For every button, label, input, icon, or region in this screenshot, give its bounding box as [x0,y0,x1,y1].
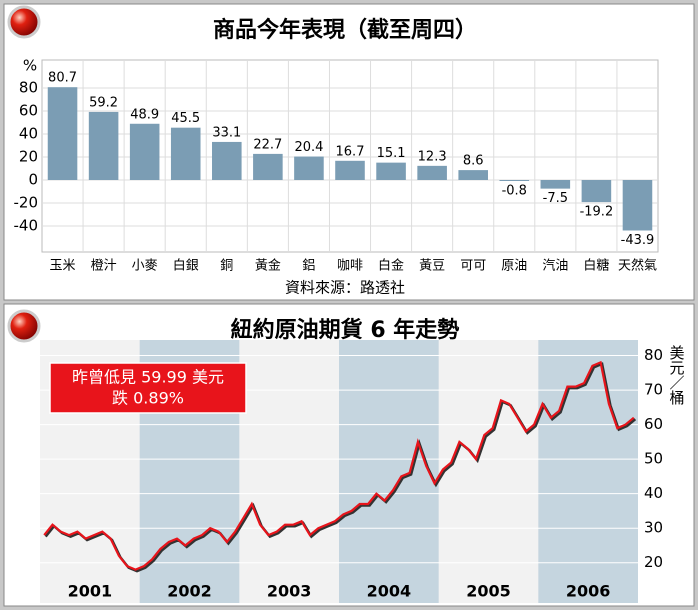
x-tick-label: 小麥 [132,258,158,274]
x-tick-label: 原油 [501,259,527,274]
bar [540,180,571,189]
x-tick-label: 可可 [460,259,486,274]
x-tick-label: 2004 [367,582,412,601]
bar [376,162,406,180]
y-tick-label: 20 [19,148,38,166]
data-label: 33.1 [212,125,241,140]
bar [335,160,365,180]
data-label: 80.7 [48,71,77,86]
annotation: 昨曾低見 59.99 美元 [72,368,224,387]
x-tick-label: 銅 [220,259,233,274]
x-tick-label: 2005 [466,582,511,601]
x-tick-label: 鋁 [302,259,315,274]
band [339,340,439,603]
data-label: 59.2 [89,95,118,110]
data-label: 48.9 [130,107,159,122]
x-tick-label: 天然氣 [618,258,657,274]
bar [294,156,324,180]
bar [170,127,201,180]
y-tick-label: 60 [644,415,663,433]
bar [458,170,488,180]
bar [212,141,242,180]
y-tick-label: 30 [644,519,663,537]
data-label: 45.5 [171,111,200,126]
bar [129,123,160,180]
data-label: 12.3 [418,149,447,164]
y-tick-label: 80 [644,346,663,364]
x-tick-label: 2002 [167,582,212,601]
y-tick-label: 60 [19,102,38,120]
band [538,340,638,603]
x-tick-label: 2003 [267,582,312,601]
data-label: -43.9 [621,233,655,248]
bar [581,180,612,203]
x-tick-label: 汽油 [542,259,568,274]
data-label: 20.4 [294,140,323,155]
icon [7,5,41,39]
icon [7,309,41,343]
chart-title: 商品今年表現（截至周四） [213,17,477,43]
bar [622,180,653,231]
data-label: -19.2 [580,205,614,220]
bar [253,153,283,180]
chart-title: 紐約原油期貨 6 年走勢 [231,317,460,343]
bar [47,87,78,180]
x-tick-label: 白糖 [583,258,609,274]
annotation: 跌 0.89% [112,389,184,408]
bar [499,180,530,181]
x-tick-label: 白金 [378,258,404,274]
data-label: 8.6 [463,154,484,169]
x-tick-label: 2001 [68,582,113,601]
data-label: -0.8 [502,183,527,198]
bar [88,111,119,180]
x-tick-label: 黃豆 [419,259,445,274]
y-tick-label: 80 [19,79,38,97]
x-tick-label: 2006 [566,582,611,601]
y-tick-label: -20 [14,194,39,212]
bar [417,165,447,180]
x-tick-label: 白銀 [173,258,199,274]
x-tick-label: 玉米 [50,259,76,274]
line-shadow [44,362,637,573]
y-axis-label: % [23,57,37,75]
annotation-box [49,362,247,414]
source: 資料來源：路透社 [285,279,405,297]
y-tick-label: 0 [28,171,38,189]
y-tick-label: 50 [644,450,663,468]
data-label: 22.7 [253,137,282,152]
y-tick-label: 40 [644,484,663,502]
line [43,360,635,571]
y-tick-label: 70 [644,381,663,399]
x-tick-label: 黃金 [255,258,281,274]
x-tick-label: 咖啡 [337,259,363,274]
y-tick-label: 20 [644,553,663,571]
data-label: 15.1 [377,146,406,161]
data-label: -7.5 [543,191,568,206]
y-tick-label: 40 [19,125,38,143]
y-axis-label: 美元／桶 [668,345,686,405]
data-label: 16.7 [336,144,365,159]
x-tick-label: 橙汁 [91,259,117,274]
y-tick-label: -40 [14,217,39,235]
